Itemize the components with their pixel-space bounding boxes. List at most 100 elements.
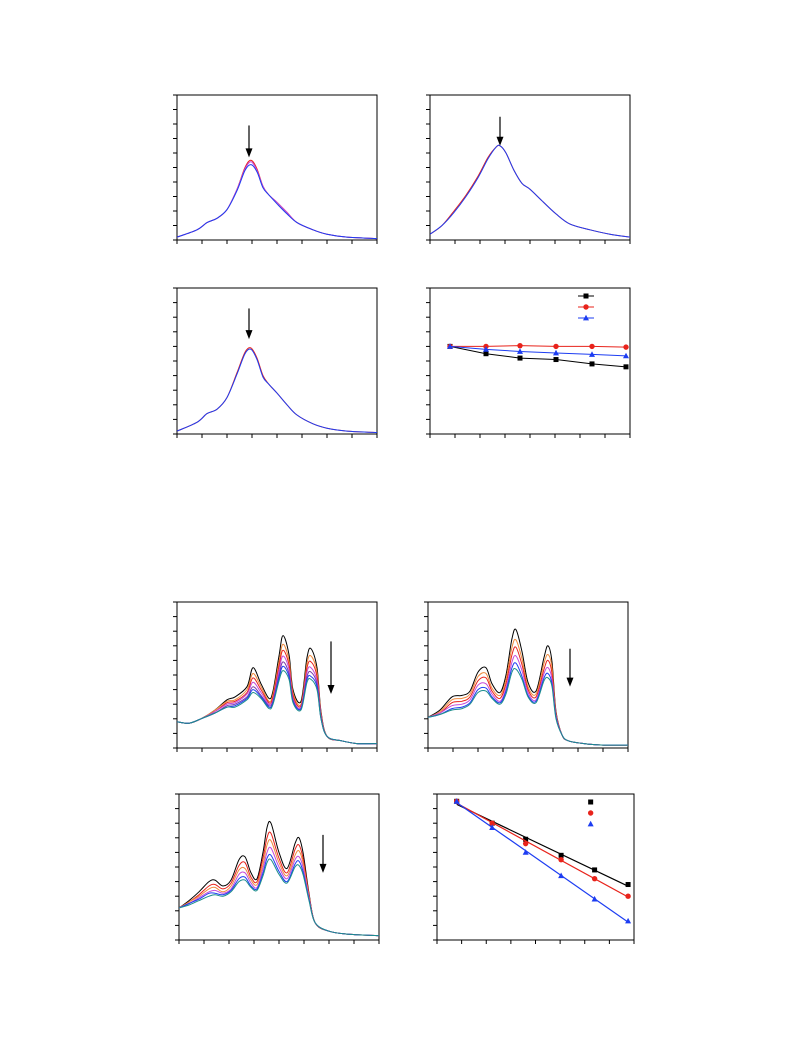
x-axis-ticks [436, 940, 635, 944]
circle-marker [517, 342, 523, 349]
y-axis-ticks [433, 793, 437, 941]
spectrum-line [179, 820, 379, 937]
chart-panel-top-d [426, 287, 631, 438]
triangle-marker [447, 343, 453, 349]
spectrum-line [179, 839, 379, 937]
y-axis-ticks [175, 793, 179, 941]
x-axis-ticks [176, 748, 378, 752]
square-marker [553, 357, 559, 363]
square-marker [523, 836, 529, 842]
down-arrow [319, 834, 327, 873]
series-group [453, 798, 632, 924]
triangle-marker [623, 352, 629, 359]
triangle-marker [583, 314, 589, 321]
down-arrow [566, 648, 574, 687]
series-group [177, 347, 377, 433]
x-axis-ticks [176, 434, 378, 438]
triangle-marker [625, 917, 632, 924]
spectrum-line [428, 667, 628, 746]
plot-frame [176, 94, 378, 241]
spectrum-line [177, 649, 377, 745]
plot-frame [436, 793, 635, 941]
series-group [177, 635, 377, 745]
y-axis-ticks [173, 601, 177, 749]
square-marker [588, 799, 594, 805]
y-axis-ticks [173, 287, 177, 435]
series-group [430, 144, 630, 238]
square-marker [623, 364, 629, 370]
legend [587, 799, 594, 827]
y-axis-ticks [426, 287, 430, 435]
circle-marker [587, 810, 594, 816]
x-axis-ticks [427, 748, 629, 752]
triangle-marker [591, 895, 598, 902]
square-marker [558, 852, 564, 858]
series-line [450, 345, 627, 348]
plot-frame [427, 601, 629, 749]
plot-frame [176, 287, 378, 435]
square-marker [517, 355, 523, 361]
arrow-head [327, 684, 335, 694]
spectrum-line [177, 347, 377, 433]
down-arrow [327, 641, 335, 694]
spectrum-line [177, 164, 377, 240]
arrow-head [496, 136, 504, 146]
legend [578, 293, 594, 321]
circle-marker [591, 875, 598, 882]
chart-panel-top-a [173, 94, 378, 244]
triangle-marker [558, 872, 565, 879]
y-axis-ticks [424, 601, 428, 749]
chart-panel-top-b [426, 94, 631, 244]
plot-frame [429, 94, 631, 241]
chart-panel-bottom-b [424, 601, 629, 752]
down-arrow [245, 308, 253, 340]
circle-marker [522, 840, 529, 847]
triangle-marker [517, 348, 523, 354]
spectrum-line [430, 144, 630, 238]
circle-marker [583, 304, 589, 310]
circle-marker [623, 344, 629, 350]
triangle-marker [483, 346, 489, 352]
chart-panel-bottom-c [175, 793, 380, 944]
circle-marker [489, 820, 495, 826]
spectrum-line [177, 348, 377, 433]
chart-panel-bottom-a [173, 601, 378, 752]
chart-panel-bottom-d [433, 793, 635, 944]
series-group [177, 159, 377, 240]
triangle-marker [522, 849, 529, 855]
down-arrow [496, 116, 504, 146]
spectrum-line [179, 846, 379, 937]
triangle-marker [587, 820, 594, 827]
spectrum-line [179, 831, 379, 937]
x-axis-ticks [429, 240, 631, 244]
spectrum-line [177, 159, 377, 240]
square-marker [625, 882, 631, 888]
x-axis-ticks [429, 434, 631, 438]
series-group [179, 820, 379, 937]
spectrum-line [177, 670, 377, 745]
spectrum-line [179, 858, 379, 937]
triangle-marker [553, 349, 559, 356]
circle-marker [589, 343, 595, 350]
fit-line [456, 802, 629, 898]
y-axis-ticks [426, 94, 430, 241]
down-arrow [245, 125, 253, 158]
circle-marker [558, 857, 564, 863]
spectrum-line [177, 161, 377, 240]
triangle-marker [489, 824, 496, 830]
spectrum-line [428, 655, 628, 746]
fit-line [456, 803, 629, 887]
spectrum-line [177, 643, 377, 745]
y-axis-ticks [173, 94, 177, 241]
circle-marker [625, 893, 631, 899]
spectrum-line [428, 662, 628, 746]
plot-frame [429, 287, 631, 435]
fit-line [456, 802, 629, 923]
x-axis-ticks [178, 940, 380, 944]
arrow-head [245, 330, 253, 340]
series-group [428, 628, 628, 746]
spectrum-line [430, 144, 630, 238]
x-axis-ticks [176, 240, 378, 244]
triangle-marker [453, 798, 460, 804]
series-line [449, 345, 627, 368]
